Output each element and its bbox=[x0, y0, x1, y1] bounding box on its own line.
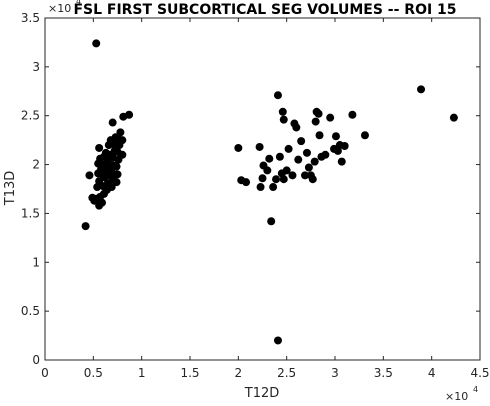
data-point bbox=[118, 136, 127, 145]
data-point bbox=[279, 115, 288, 124]
data-point bbox=[297, 137, 306, 146]
data-point bbox=[337, 157, 346, 166]
x-tick-label: 2 bbox=[235, 366, 243, 380]
data-point bbox=[269, 183, 278, 192]
data-point bbox=[234, 143, 243, 152]
data-point bbox=[348, 110, 357, 119]
data-point bbox=[311, 117, 320, 126]
data-point bbox=[113, 170, 122, 179]
data-point bbox=[108, 118, 117, 127]
data-point bbox=[315, 131, 324, 140]
data-point bbox=[85, 171, 94, 180]
data-point bbox=[314, 109, 323, 118]
data-point bbox=[288, 171, 297, 180]
x-exponent-power: 4 bbox=[473, 385, 478, 394]
data-point bbox=[125, 110, 134, 119]
data-point bbox=[294, 155, 303, 164]
x-tick-label: 3.5 bbox=[374, 366, 393, 380]
y-tick-label: 3 bbox=[32, 60, 40, 74]
data-point bbox=[273, 91, 282, 100]
data-point bbox=[275, 152, 284, 161]
data-point bbox=[321, 150, 330, 159]
data-point bbox=[272, 175, 281, 184]
x-tick-label: 0.5 bbox=[84, 366, 103, 380]
data-point bbox=[308, 175, 317, 184]
x-ticks: 0 0.5 1 1.5 2 2.5 3 3.5 4 4.5 bbox=[41, 18, 490, 380]
y-exponent-label: ×10 4 bbox=[48, 0, 81, 15]
points-layer bbox=[81, 39, 458, 345]
chart-title: FSL FIRST SUBCORTICAL SEG VOLUMES -- ROI… bbox=[73, 2, 456, 18]
y-tick-label: 2 bbox=[32, 158, 40, 172]
data-point bbox=[242, 178, 251, 187]
data-point bbox=[112, 178, 121, 187]
data-point bbox=[273, 336, 282, 345]
data-point bbox=[331, 132, 340, 141]
data-point bbox=[107, 183, 116, 192]
y-exponent-power: 4 bbox=[76, 0, 81, 6]
x-exponent-label: ×10 4 bbox=[445, 385, 478, 403]
x-tick-label: 0 bbox=[41, 366, 49, 380]
data-point bbox=[340, 142, 349, 151]
data-point bbox=[118, 150, 127, 159]
data-point bbox=[282, 166, 291, 175]
data-point bbox=[417, 85, 426, 94]
y-tick-label: 3.5 bbox=[21, 11, 40, 25]
data-point bbox=[449, 113, 458, 122]
x-tick-label: 2.5 bbox=[277, 366, 296, 380]
data-point bbox=[265, 154, 274, 163]
x-tick-label: 4.5 bbox=[470, 366, 489, 380]
x-tick-label: 1.5 bbox=[180, 366, 199, 380]
data-point bbox=[92, 39, 101, 48]
data-point bbox=[360, 131, 369, 140]
data-point bbox=[81, 222, 90, 231]
y-exponent-base: ×10 bbox=[48, 2, 71, 15]
data-point bbox=[279, 175, 288, 184]
y-tick-label: 0 bbox=[32, 353, 40, 367]
x-exponent-base: ×10 bbox=[445, 390, 468, 401]
y-ticks: 0 0.5 1 1.5 2 2.5 3 3.5 bbox=[21, 11, 480, 367]
x-tick-label: 4 bbox=[428, 366, 436, 380]
data-point bbox=[292, 123, 301, 132]
data-point bbox=[263, 166, 272, 175]
data-point bbox=[267, 217, 276, 226]
data-point bbox=[255, 142, 264, 151]
data-point bbox=[326, 113, 335, 122]
data-point bbox=[278, 107, 287, 116]
x-tick-label: 3 bbox=[331, 366, 339, 380]
data-point bbox=[258, 174, 267, 183]
data-point bbox=[310, 157, 319, 166]
data-point bbox=[284, 144, 293, 153]
data-point bbox=[256, 183, 265, 192]
y-axis-label: T13D bbox=[3, 171, 18, 207]
data-point bbox=[302, 148, 311, 157]
y-tick-label: 1.5 bbox=[21, 206, 40, 220]
data-point bbox=[116, 128, 125, 137]
plot-frame bbox=[44, 17, 481, 361]
x-axis-label: T12D bbox=[244, 386, 280, 401]
y-tick-label: 2.5 bbox=[21, 109, 40, 123]
data-point bbox=[301, 171, 310, 180]
x-tick-label: 1 bbox=[138, 366, 146, 380]
data-point bbox=[112, 162, 121, 171]
data-point bbox=[95, 143, 104, 152]
data-point bbox=[304, 163, 313, 172]
y-tick-label: 0.5 bbox=[21, 304, 40, 318]
data-point bbox=[98, 198, 107, 207]
y-tick-label: 1 bbox=[32, 255, 40, 269]
